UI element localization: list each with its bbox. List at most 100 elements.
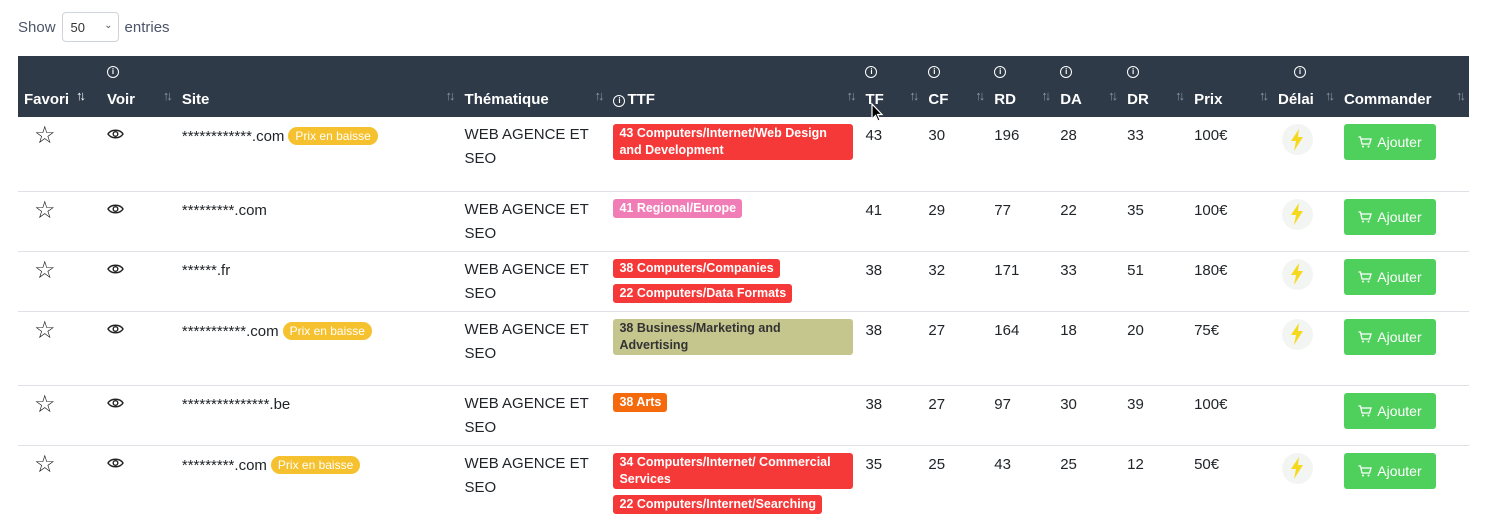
cf-value: 27	[928, 321, 946, 339]
add-to-cart-button[interactable]: Ajouter	[1343, 452, 1436, 489]
length-control: Show 50 ⌄ entries	[18, 12, 170, 42]
col-da[interactable]: i DA ↑↓	[1054, 56, 1121, 117]
ttf-category-tag: 43 Computers/Internet/Web Design and Dev…	[613, 124, 854, 160]
button-label: Ajouter	[1377, 328, 1422, 345]
theme-line: WEB AGENCE ET	[464, 454, 589, 472]
price-value: 100€	[1194, 201, 1228, 219]
cell-site: ***********.com Prix en baisse	[175, 311, 459, 386]
col-site[interactable]: Site ↑↓	[176, 56, 459, 117]
star-outline-icon[interactable]: ☆	[34, 390, 56, 418]
entries-label: entries	[124, 18, 170, 36]
da-value: 22	[1060, 201, 1077, 219]
col-thematique[interactable]: Thématique ↑↓	[459, 56, 608, 117]
price-value: 50€	[1194, 455, 1220, 473]
button-label: Ajouter	[1377, 134, 1422, 150]
add-to-cart-button[interactable]: Ajouter	[1343, 124, 1436, 160]
col-favori[interactable]: Favori ↑↓	[18, 56, 101, 117]
eye-icon[interactable]	[107, 322, 170, 339]
col-label: Voir	[106, 91, 135, 108]
cell-thematique: WEB AGENCE ET SEO	[458, 191, 608, 252]
eye-icon[interactable]	[107, 262, 170, 279]
lightning-icon	[1281, 452, 1313, 484]
cell-ttf: 34 Computers/Internet/ Commercial Servic…	[607, 445, 860, 520]
da-value: 28	[1060, 127, 1077, 144]
col-label: DA	[1060, 91, 1082, 108]
star-outline-icon[interactable]: ☆	[34, 122, 56, 149]
eye-icon[interactable]	[107, 127, 170, 144]
theme-line: WEB AGENCE ET	[464, 200, 589, 218]
button-label: Ajouter	[1377, 462, 1422, 479]
cell-da: 28	[1054, 117, 1122, 192]
star-outline-icon[interactable]: ☆	[34, 316, 56, 344]
lightning-icon	[1281, 198, 1313, 230]
cf-value: 29	[928, 201, 946, 219]
add-to-cart-button[interactable]: Ajouter	[1343, 392, 1436, 429]
tf-value: 38	[865, 395, 883, 413]
theme-line: SEO	[464, 418, 497, 436]
da-value: 18	[1060, 321, 1077, 339]
sort-arrows-icon: ↑↓	[975, 88, 985, 103]
info-icon: i	[106, 66, 119, 78]
cell-favori: ☆	[18, 251, 101, 312]
cell-voir	[100, 191, 176, 252]
star-outline-icon[interactable]: ☆	[34, 196, 56, 224]
theme-line: WEB AGENCE ET	[464, 320, 589, 338]
col-label: Thématique	[464, 91, 549, 108]
eye-icon[interactable]	[107, 396, 170, 413]
col-label: Favori	[24, 91, 70, 108]
entries-select-wrap[interactable]: 50 ⌄	[56, 12, 125, 42]
col-tf[interactable]: i TF ↑↓	[859, 56, 922, 117]
cell-da: 18	[1054, 311, 1122, 386]
cf-value: 32	[928, 261, 946, 279]
cell-thematique: WEB AGENCE ET SEO	[458, 311, 608, 386]
add-to-cart-button[interactable]: Ajouter	[1343, 258, 1436, 295]
cell-voir	[100, 251, 176, 312]
cell-delai	[1271, 445, 1338, 520]
star-outline-icon[interactable]: ☆	[34, 256, 56, 284]
cell-voir	[100, 385, 176, 446]
col-commander[interactable]: Commander ↑↓	[1338, 56, 1469, 117]
cell-rd: 77	[988, 191, 1055, 252]
star-outline-icon[interactable]: ☆	[34, 450, 56, 478]
col-label: Délai	[1277, 91, 1314, 108]
col-label: Commander	[1343, 91, 1432, 108]
cell-rd: 43	[988, 445, 1055, 520]
eye-icon[interactable]	[107, 456, 170, 473]
sort-arrows-icon: ↑↓	[1324, 88, 1335, 103]
col-dr[interactable]: i DR ↑↓	[1121, 56, 1188, 117]
col-prix[interactable]: Prix ↑↓	[1188, 56, 1272, 117]
dr-value: 20	[1127, 321, 1144, 339]
col-delai[interactable]: i Délai ↑↓	[1272, 56, 1338, 117]
cell-rd: 164	[988, 311, 1055, 386]
cell-commander: Ajouter	[1337, 385, 1469, 446]
cell-commander: Ajouter	[1337, 191, 1469, 252]
info-icon: i	[1293, 66, 1306, 78]
add-to-cart-button[interactable]: Ajouter	[1343, 318, 1436, 355]
theme-line: WEB AGENCE ET	[464, 126, 589, 143]
col-label: DR	[1127, 91, 1149, 108]
col-voir[interactable]: i Voir ↑↓	[101, 56, 176, 117]
dr-value: 39	[1127, 395, 1144, 413]
col-cf[interactable]: i CF ↑↓	[922, 56, 988, 117]
col-ttf[interactable]: i TTF ↑↓	[607, 56, 859, 117]
col-label: CF	[928, 91, 949, 108]
info-icon: i	[1060, 66, 1073, 78]
cell-favori: ☆	[18, 445, 101, 520]
ttf-category-tag: 22 Computers/Data Formats	[613, 283, 793, 303]
cart-icon	[1358, 464, 1377, 477]
info-icon: i	[865, 66, 878, 78]
cell-dr: 35	[1121, 191, 1189, 252]
add-to-cart-button[interactable]: Ajouter	[1343, 198, 1436, 235]
button-label: Ajouter	[1377, 268, 1422, 285]
dr-value: 35	[1127, 201, 1144, 219]
sort-arrows-icon: ↑↓	[1258, 88, 1269, 103]
cf-value: 30	[928, 127, 946, 144]
col-rd[interactable]: i RD ↑↓	[988, 56, 1054, 117]
eye-icon[interactable]	[107, 202, 170, 219]
cell-dr: 20	[1121, 311, 1189, 386]
table-row: ☆ ******.fr WEB AGENCE ET SEO 38 Computers/C…	[18, 251, 1469, 312]
col-label: Site	[181, 91, 210, 108]
entries-select[interactable]: 50	[61, 12, 119, 42]
sort-arrows-icon: ↑↓	[1108, 88, 1118, 103]
da-value: 33	[1060, 261, 1077, 279]
